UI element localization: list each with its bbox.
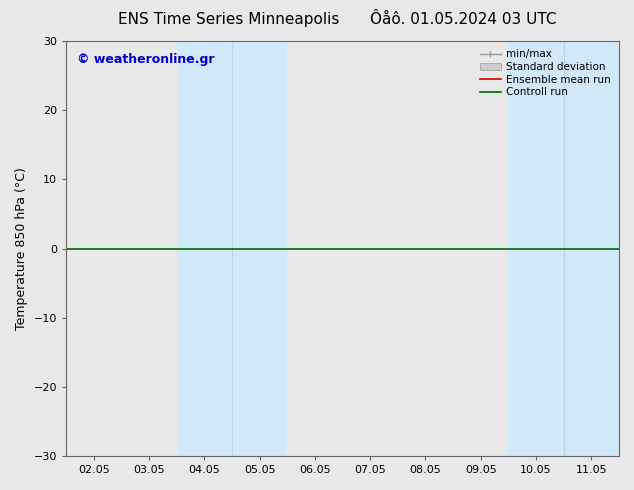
Bar xyxy=(508,41,619,456)
Bar xyxy=(177,41,287,456)
Legend: min/max, Standard deviation, Ensemble mean run, Controll run: min/max, Standard deviation, Ensemble me… xyxy=(477,46,614,100)
Text: ENS Time Series Minneapolis: ENS Time Series Minneapolis xyxy=(117,12,339,27)
Text: © weatheronline.gr: © weatheronline.gr xyxy=(77,53,215,67)
Text: Ôåô. 01.05.2024 03 UTC: Ôåô. 01.05.2024 03 UTC xyxy=(370,12,556,27)
Y-axis label: Temperature 850 hPa (°C): Temperature 850 hPa (°C) xyxy=(15,167,28,330)
